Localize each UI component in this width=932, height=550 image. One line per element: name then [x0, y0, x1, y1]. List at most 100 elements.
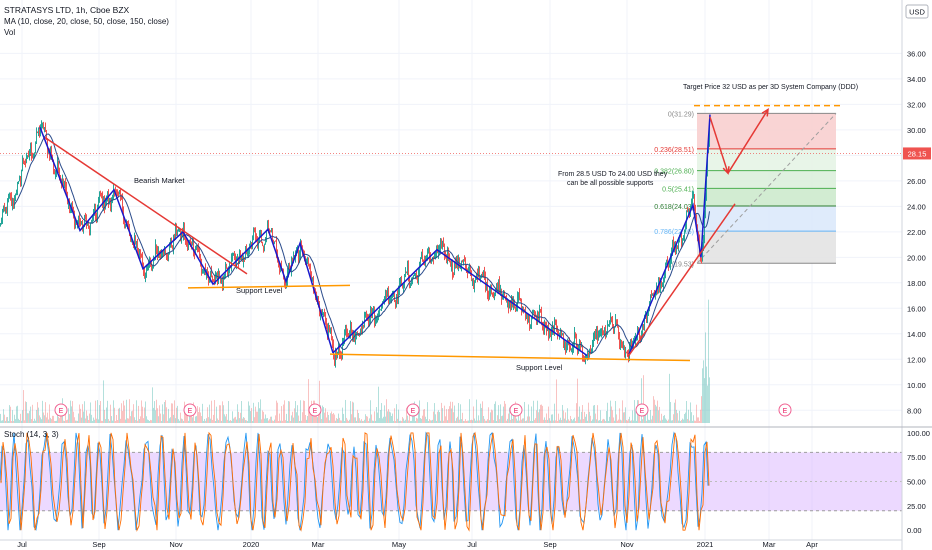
volume-bar: [248, 401, 249, 423]
volume-bar: [514, 413, 515, 423]
y-tick-label: 22.00: [907, 228, 926, 237]
volume-bar: [43, 412, 44, 423]
uptrend-line: [627, 203, 736, 358]
volume-bar: [702, 368, 703, 423]
volume-bar: [343, 413, 344, 423]
volume-bar: [237, 404, 238, 423]
volume-bar: [39, 415, 40, 423]
volume-bar: [425, 416, 426, 423]
volume-bar: [59, 418, 60, 423]
volume-bar: [327, 411, 328, 423]
volume-bar: [624, 412, 625, 423]
volume-bar: [574, 417, 575, 423]
volume-bar: [525, 420, 526, 423]
volume-bar: [605, 420, 606, 423]
volume-bar: [138, 405, 139, 423]
volume-bar: [452, 401, 453, 423]
currency-label[interactable]: USD: [909, 8, 925, 17]
volume-bar: [333, 412, 334, 423]
volume-bar: [378, 386, 379, 423]
volume-bar: [634, 400, 635, 423]
volume-bar: [27, 413, 28, 423]
volume-bar: [211, 400, 212, 423]
volume-bar: [9, 405, 10, 423]
volume-bar: [65, 410, 66, 423]
volume-bar: [219, 405, 220, 423]
volume-bar: [633, 420, 634, 423]
volume-bar: [607, 402, 608, 423]
volume-bar: [281, 406, 282, 423]
volume-bar: [120, 418, 121, 423]
earnings-marker: [406, 403, 420, 417]
volume-bar: [500, 404, 501, 423]
volume-bar: [540, 404, 541, 423]
volume-bar: [611, 406, 612, 423]
volume-bar: [395, 420, 396, 423]
volume-bar: [356, 420, 357, 423]
volume-bar: [398, 409, 399, 423]
volume-bar: [596, 419, 597, 423]
volume-bar: [474, 418, 475, 423]
volume-bar: [13, 420, 14, 423]
volume-bar: [434, 403, 435, 423]
volume-bar: [278, 420, 279, 423]
volume-bar: [115, 420, 116, 423]
volume-bar: [455, 420, 456, 423]
volume-bar: [420, 418, 421, 423]
volume-bar: [623, 412, 624, 423]
volume-bar: [127, 418, 128, 423]
volume-bar: [263, 411, 264, 423]
volume-bar: [621, 420, 622, 423]
volume-bar: [36, 409, 37, 423]
volume-bar: [362, 420, 363, 423]
volume-bar: [122, 410, 123, 423]
volume-bar: [256, 411, 257, 423]
volume-bar: [26, 402, 27, 423]
volume-bar: [150, 419, 151, 423]
volume-bar: [439, 412, 440, 423]
currency-box[interactable]: [905, 4, 929, 19]
volume-bar: [114, 407, 115, 423]
stoch-y-tick-label: 25.00: [907, 502, 926, 511]
volume-bar: [655, 404, 656, 423]
volume-bar: [704, 378, 705, 423]
volume-bar: [269, 419, 270, 423]
volume-bar: [694, 420, 695, 423]
volume-bar: [282, 420, 283, 423]
volume-bar: [299, 420, 300, 423]
volume-bar: [33, 420, 34, 423]
volume-bar: [495, 401, 496, 423]
volume-bar: [154, 401, 155, 423]
volume-bar: [244, 417, 245, 423]
volume-bar: [239, 418, 240, 423]
volume-bar: [302, 412, 303, 423]
volume-bar: [203, 420, 204, 423]
volume-bar: [577, 378, 578, 423]
earnings-label: E: [59, 408, 64, 415]
stoch-y-tick-label: 0.00: [907, 526, 922, 535]
volume-bar: [686, 401, 687, 423]
volume-bar: [24, 420, 25, 423]
volume-bar: [654, 399, 655, 423]
x-tick-label: Sep: [92, 540, 105, 549]
stoch-d-line: [0, 431, 710, 532]
volume-bar: [261, 419, 262, 423]
volume-bar: [14, 414, 15, 423]
volume-bar: [558, 413, 559, 423]
annotation-support-2: Support Level: [516, 363, 563, 372]
volume-bar: [323, 407, 324, 423]
volume-bar: [249, 405, 250, 423]
volume-bar: [178, 419, 179, 423]
support-line: [187, 284, 351, 289]
volume-bar: [610, 400, 611, 423]
y-tick-label: 12.00: [907, 355, 926, 364]
volume-bar: [182, 419, 183, 423]
volume-bar: [164, 401, 165, 423]
earnings-label: E: [313, 408, 318, 415]
volume-bar: [543, 419, 544, 423]
last-price-label: 28.15: [908, 149, 927, 158]
earnings-marker: [778, 403, 792, 417]
volume-bar: [159, 405, 160, 423]
volume-bar: [63, 420, 64, 423]
